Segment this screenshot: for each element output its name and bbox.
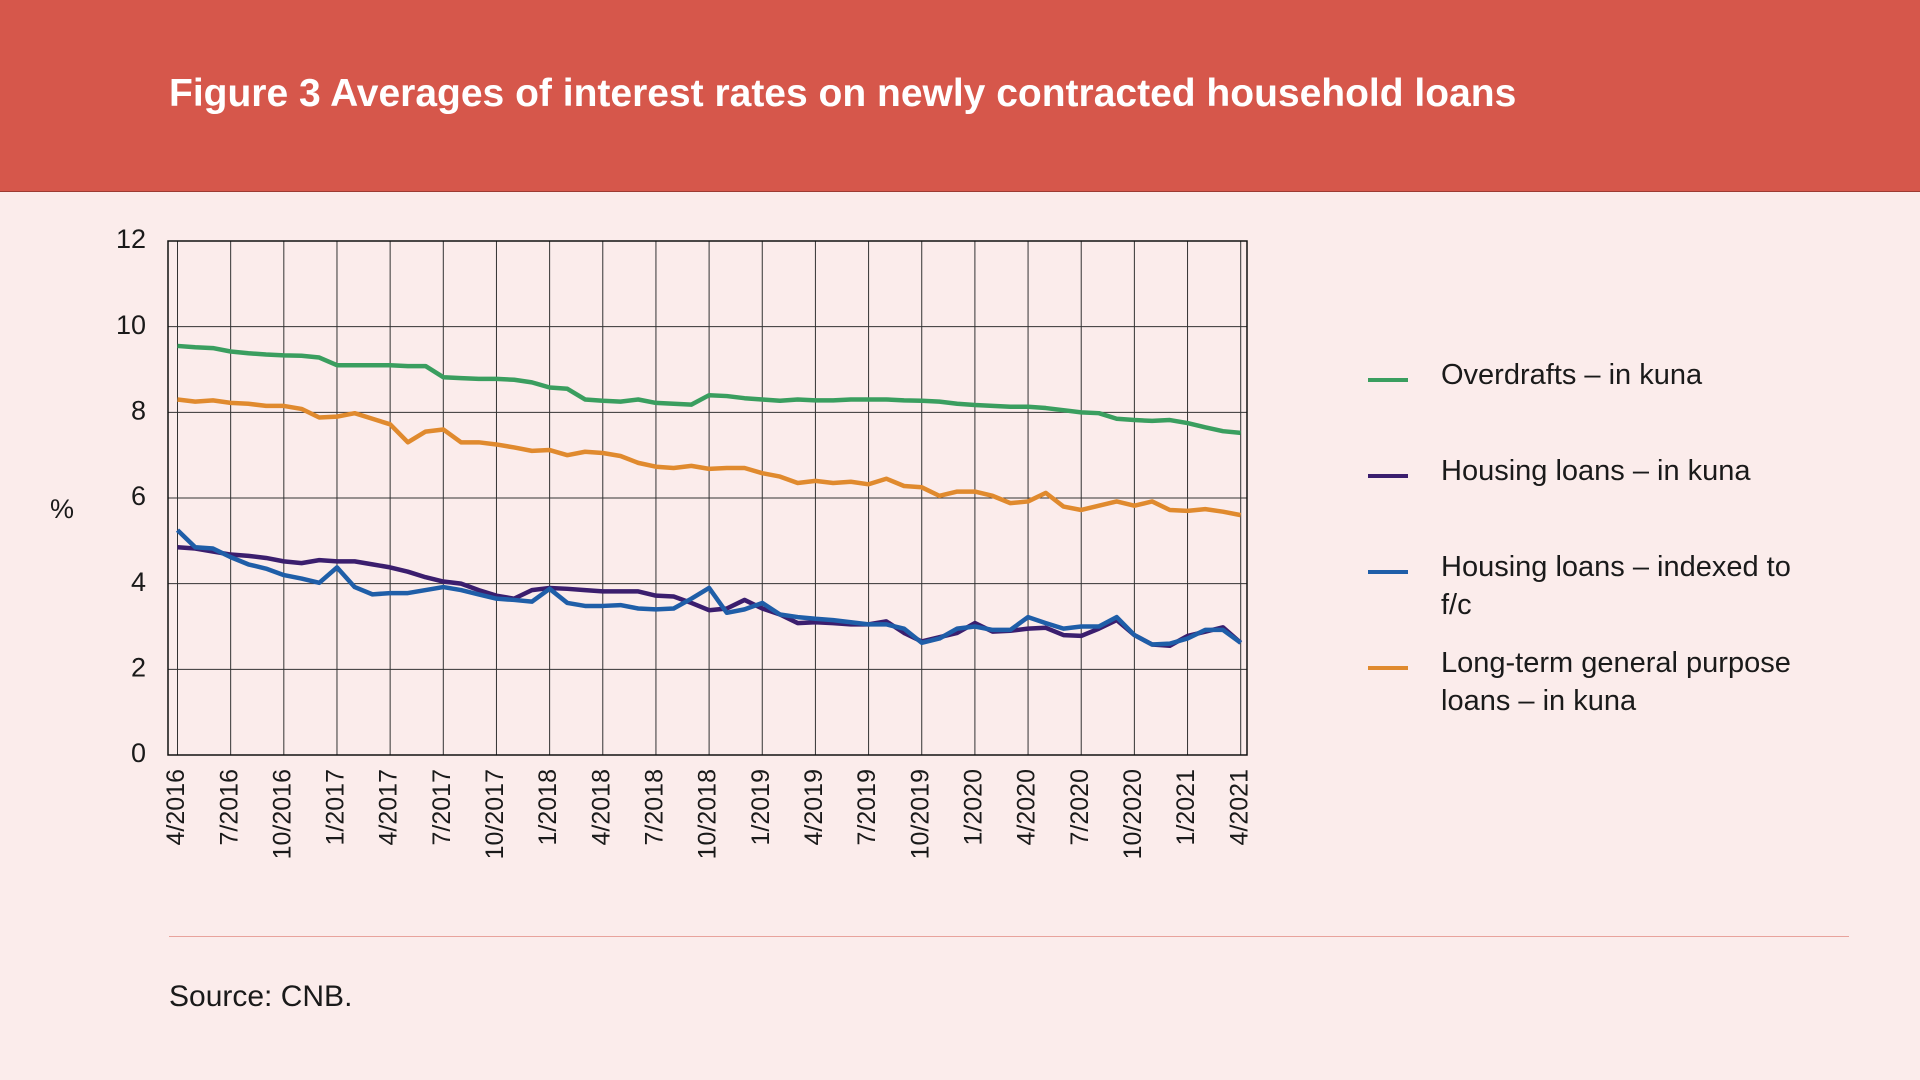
legend-swatch xyxy=(1368,474,1408,478)
plot-border xyxy=(167,240,1248,756)
x-tick-label: 7/2017 xyxy=(428,769,456,845)
y-tick-label: 12 xyxy=(116,224,146,254)
series-line xyxy=(177,343,1241,436)
y-tick-label: 2 xyxy=(131,652,146,682)
legend-swatch xyxy=(1368,378,1408,382)
legend-label: Housing loans – indexed to f/c xyxy=(1441,551,1791,621)
y-tick-label: 6 xyxy=(131,481,146,511)
x-tick-label: 4/2018 xyxy=(587,769,615,845)
y-axis-label: % xyxy=(50,494,74,524)
x-tick-label: 7/2016 xyxy=(215,769,243,845)
x-tick-label: 7/2020 xyxy=(1066,769,1094,845)
x-tick-label: 4/2017 xyxy=(375,769,403,845)
legend-swatch xyxy=(1368,666,1408,670)
legend-label: Overdrafts – in kuna xyxy=(1441,359,1703,391)
x-tick-label: 1/2017 xyxy=(322,769,350,845)
chart-title: Figure 3 Averages of interest rates on n… xyxy=(169,72,1517,115)
header: Figure 3 Averages of interest rates on n… xyxy=(0,0,1920,192)
legend-label: Housing loans – in kuna xyxy=(1441,455,1751,487)
divider xyxy=(169,936,1849,937)
legend-label: Long-term general purpose loans – in kun… xyxy=(1441,647,1791,717)
source-note: Source: CNB. xyxy=(169,980,353,1013)
x-tick-label: 1/2019 xyxy=(747,769,775,845)
series-line xyxy=(177,545,1243,649)
x-tick-label: 7/2019 xyxy=(853,769,881,845)
x-tick-label: 4/2016 xyxy=(162,769,190,845)
y-tick-label: 4 xyxy=(131,567,146,597)
x-tick-label: 4/2019 xyxy=(800,769,828,845)
x-tick-label: 4/2020 xyxy=(1013,769,1041,845)
x-tick-label: 1/2021 xyxy=(1172,769,1200,845)
y-tick-label: 0 xyxy=(131,738,146,768)
x-tick-label: 4/2021 xyxy=(1225,769,1253,845)
y-tick-label: 10 xyxy=(116,310,146,340)
y-tick-label: 8 xyxy=(131,395,146,425)
x-tick-label: 7/2018 xyxy=(641,769,669,845)
x-tick-label: 10/2018 xyxy=(694,769,722,859)
legend-swatch xyxy=(1368,570,1408,574)
series-line xyxy=(175,528,1243,647)
series-line xyxy=(177,397,1242,518)
x-tick-label: 1/2018 xyxy=(534,769,562,845)
x-tick-label: 10/2016 xyxy=(268,769,296,859)
x-tick-label: 10/2020 xyxy=(1119,769,1147,859)
x-tick-label: 10/2017 xyxy=(481,769,509,859)
x-tick-label: 10/2019 xyxy=(906,769,934,859)
x-tick-label: 1/2020 xyxy=(960,769,988,845)
